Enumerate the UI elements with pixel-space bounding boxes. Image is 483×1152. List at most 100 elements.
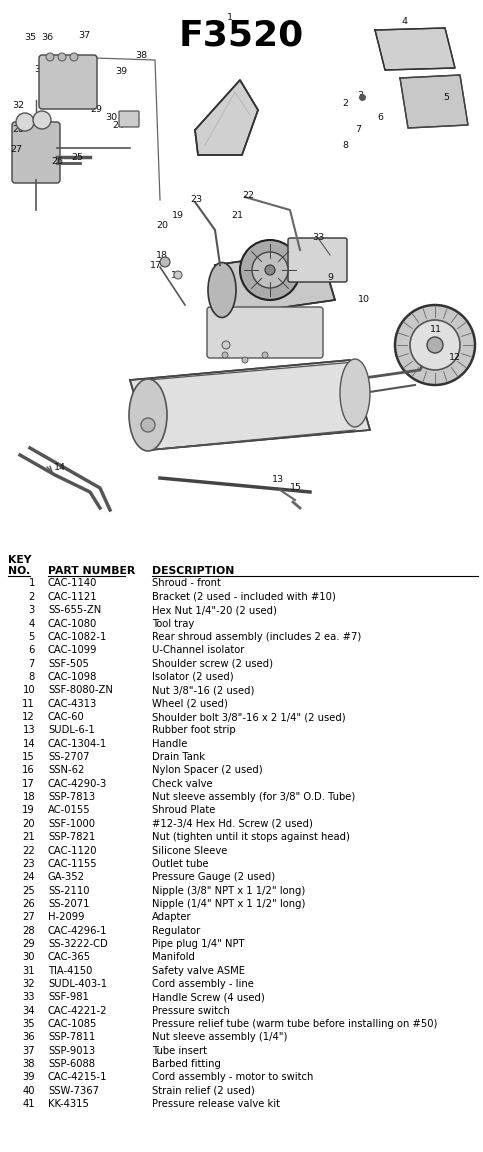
Text: Cord assembly - line: Cord assembly - line xyxy=(152,979,254,990)
Text: 5: 5 xyxy=(443,92,449,101)
Text: 37: 37 xyxy=(22,1046,35,1055)
Text: Check valve: Check valve xyxy=(152,779,213,789)
Text: 27: 27 xyxy=(10,145,22,154)
Text: H-2099: H-2099 xyxy=(48,912,85,923)
Text: CAC-1140: CAC-1140 xyxy=(48,578,98,589)
Text: 14: 14 xyxy=(54,463,66,472)
Circle shape xyxy=(33,111,51,129)
Polygon shape xyxy=(400,75,468,128)
Text: 12: 12 xyxy=(22,712,35,722)
Text: Nipple (1/4" NPT x 1 1/2" long): Nipple (1/4" NPT x 1 1/2" long) xyxy=(152,899,305,909)
Text: SS-3222-CD: SS-3222-CD xyxy=(48,939,108,949)
Text: Wheel (2 used): Wheel (2 used) xyxy=(152,698,228,708)
Text: CAC-1098: CAC-1098 xyxy=(48,672,98,682)
Text: 38: 38 xyxy=(135,51,147,60)
Text: Drain Tank: Drain Tank xyxy=(152,752,205,763)
Circle shape xyxy=(141,418,155,432)
Text: 7: 7 xyxy=(28,659,35,668)
Ellipse shape xyxy=(340,359,370,427)
Text: SS-655-ZN: SS-655-ZN xyxy=(48,605,101,615)
Text: 35: 35 xyxy=(24,33,36,43)
Text: CAC-1099: CAC-1099 xyxy=(48,645,98,655)
Text: 1: 1 xyxy=(28,578,35,589)
Text: SS-2707: SS-2707 xyxy=(48,752,89,763)
Text: 30: 30 xyxy=(105,114,117,122)
Text: 25: 25 xyxy=(71,153,83,162)
Text: 2: 2 xyxy=(342,99,348,107)
Text: #12-3/4 Hex Hd. Screw (2 used): #12-3/4 Hex Hd. Screw (2 used) xyxy=(152,819,313,828)
FancyBboxPatch shape xyxy=(39,55,97,109)
Circle shape xyxy=(427,338,443,353)
Text: Adapter: Adapter xyxy=(152,912,192,923)
Text: 17: 17 xyxy=(150,260,162,270)
Text: 17: 17 xyxy=(22,779,35,789)
Text: 7: 7 xyxy=(355,126,361,135)
Text: 8: 8 xyxy=(29,672,35,682)
Text: TIA-4150: TIA-4150 xyxy=(48,965,92,976)
Text: Pressure switch: Pressure switch xyxy=(152,1006,230,1016)
Text: Nut sleeve assembly (1/4"): Nut sleeve assembly (1/4") xyxy=(152,1032,287,1043)
Text: 26: 26 xyxy=(51,158,63,167)
Text: 41: 41 xyxy=(80,58,92,67)
Text: SSP-7821: SSP-7821 xyxy=(48,832,95,842)
Text: 20: 20 xyxy=(22,819,35,828)
Text: SSF-505: SSF-505 xyxy=(48,659,89,668)
Text: CAC-1080: CAC-1080 xyxy=(48,619,97,629)
Text: PART NUMBER: PART NUMBER xyxy=(48,566,135,576)
Circle shape xyxy=(265,265,275,275)
Text: SSW-7367: SSW-7367 xyxy=(48,1086,99,1096)
Text: Regulator: Regulator xyxy=(152,925,200,935)
Ellipse shape xyxy=(129,379,167,450)
Text: CAC-1120: CAC-1120 xyxy=(48,846,98,856)
Text: CAC-4296-1: CAC-4296-1 xyxy=(48,925,108,935)
Text: 18: 18 xyxy=(156,250,168,259)
Text: 36: 36 xyxy=(41,33,53,43)
Text: SSP-7811: SSP-7811 xyxy=(48,1032,95,1043)
Circle shape xyxy=(262,353,268,358)
Circle shape xyxy=(252,252,288,288)
Text: SSP-6088: SSP-6088 xyxy=(48,1059,95,1069)
Text: SSF-8080-ZN: SSF-8080-ZN xyxy=(48,685,113,696)
Text: 8: 8 xyxy=(342,141,348,150)
Text: KEY: KEY xyxy=(8,555,31,564)
Circle shape xyxy=(240,240,300,300)
Text: Handle: Handle xyxy=(152,738,187,749)
FancyBboxPatch shape xyxy=(12,122,60,183)
Circle shape xyxy=(70,53,78,61)
Text: 2: 2 xyxy=(28,592,35,601)
Text: 15: 15 xyxy=(290,483,302,492)
Text: 40: 40 xyxy=(23,1086,35,1096)
Text: Pressure relief tube (warm tube before installing on #50): Pressure relief tube (warm tube before i… xyxy=(152,1020,438,1029)
Text: 3: 3 xyxy=(29,605,35,615)
Text: 26: 26 xyxy=(22,899,35,909)
Text: 13: 13 xyxy=(272,476,284,485)
Text: CAC-1304-1: CAC-1304-1 xyxy=(48,738,107,749)
FancyBboxPatch shape xyxy=(288,238,347,282)
Text: Handle Screw (4 used): Handle Screw (4 used) xyxy=(152,992,265,1002)
Text: 1: 1 xyxy=(227,14,233,23)
Text: 32: 32 xyxy=(12,100,24,109)
Text: 5: 5 xyxy=(28,632,35,642)
Text: Bracket (2 used - included with #10): Bracket (2 used - included with #10) xyxy=(152,592,336,601)
Circle shape xyxy=(16,113,34,131)
Text: 21: 21 xyxy=(231,211,243,220)
Text: 37: 37 xyxy=(78,30,90,39)
Text: CAC-1121: CAC-1121 xyxy=(48,592,98,601)
Text: 39: 39 xyxy=(115,68,127,76)
Text: Pressure release valve kit: Pressure release valve kit xyxy=(152,1099,280,1109)
Text: 10: 10 xyxy=(358,296,370,304)
Text: 25: 25 xyxy=(22,886,35,895)
Text: 30: 30 xyxy=(23,953,35,962)
Text: 13: 13 xyxy=(22,726,35,735)
Text: 22: 22 xyxy=(22,846,35,856)
Text: CAC-4290-3: CAC-4290-3 xyxy=(48,779,107,789)
Text: 33: 33 xyxy=(312,234,324,243)
Text: 29: 29 xyxy=(22,939,35,949)
Text: 23: 23 xyxy=(22,859,35,869)
Text: Tool tray: Tool tray xyxy=(152,619,194,629)
Polygon shape xyxy=(375,28,455,70)
Text: Nylon Spacer (2 used): Nylon Spacer (2 used) xyxy=(152,765,263,775)
Text: 36: 36 xyxy=(22,1032,35,1043)
Text: 31: 31 xyxy=(22,965,35,976)
Text: Strain relief (2 used): Strain relief (2 used) xyxy=(152,1086,255,1096)
